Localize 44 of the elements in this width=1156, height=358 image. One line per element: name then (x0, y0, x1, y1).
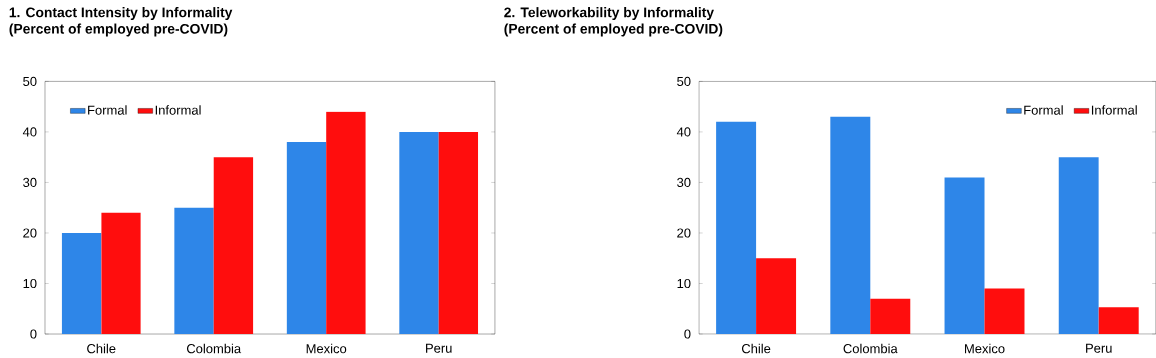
chart-title: 1. Contact Intensity by Informality (9, 7, 233, 21)
bar (286, 142, 327, 335)
y-tick-label: 30 (23, 178, 37, 188)
legend-label: Informal (155, 105, 201, 115)
legend-label: Informal (1091, 105, 1137, 115)
bar (1058, 157, 1099, 335)
bar (944, 177, 985, 335)
y-tick-label: 10 (677, 279, 691, 289)
y-tick-label: 50 (677, 76, 691, 87)
y-tick-label: 0 (30, 329, 37, 339)
bar (438, 132, 479, 335)
y-tick-label: 20 (23, 228, 37, 238)
bar (61, 233, 102, 335)
bar (870, 298, 911, 335)
y-tick-label: 50 (23, 76, 37, 87)
x-tick-label: Mexico (306, 343, 347, 354)
y-tick-label: 40 (22, 127, 37, 137)
bar (716, 122, 757, 335)
y-tick-label: 0 (684, 329, 691, 339)
bar (1098, 307, 1139, 335)
x-tick-label: Mexico (965, 343, 1005, 354)
legend-label: Formal (88, 105, 127, 115)
y-tick-label: 10 (23, 279, 37, 289)
bar (399, 132, 439, 335)
x-tick-label: Colombia (843, 343, 898, 354)
chart-title: 2. Teleworkability by Informality (504, 7, 714, 21)
x-tick-label: Chile (87, 343, 116, 354)
x-tick-label: Colombia (186, 343, 242, 354)
bar (213, 157, 254, 335)
x-tick-label: Chile (741, 343, 771, 354)
y-tick-label: 40 (676, 127, 691, 137)
x-tick-label: Peru (1086, 343, 1112, 353)
y-tick-label: 30 (677, 178, 691, 188)
bar (756, 258, 797, 335)
x-tick-label: Peru (426, 343, 452, 353)
bar (174, 207, 214, 335)
legend-label: Formal (1024, 105, 1063, 115)
bar (326, 111, 366, 335)
chart-subtitle: (Percent of employed pre-COVID) (9, 23, 228, 37)
bar (984, 288, 1025, 335)
chart-subtitle: (Percent of employed pre-COVID) (504, 23, 723, 37)
bar (830, 116, 871, 335)
bar (101, 212, 141, 335)
y-tick-label: 20 (677, 228, 691, 238)
